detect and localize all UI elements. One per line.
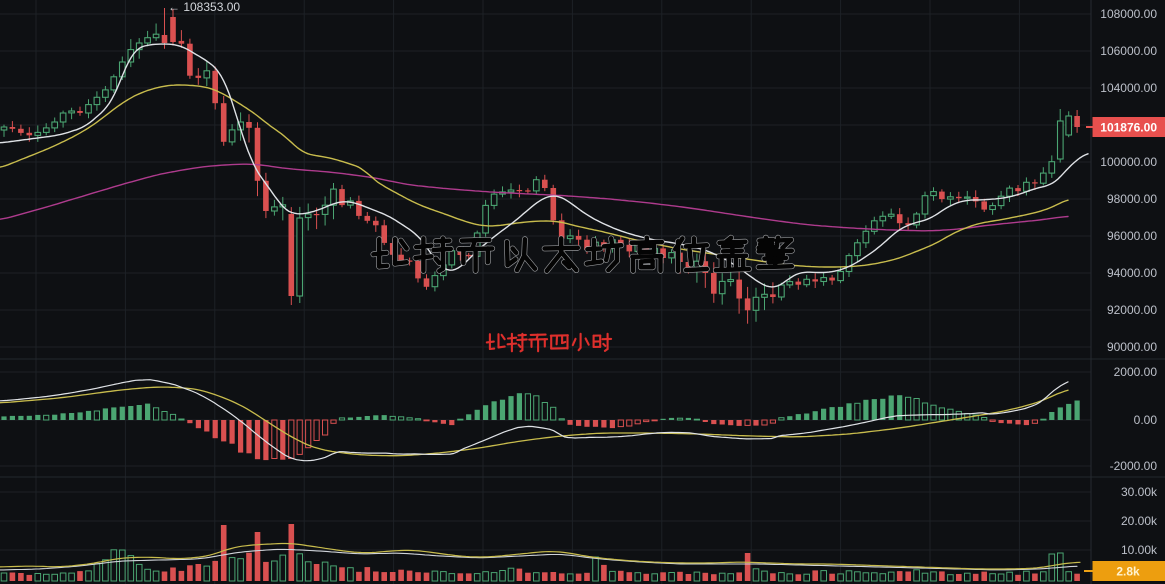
svg-text:104000.00: 104000.00 [1100, 81, 1157, 95]
svg-text:-2000.00: -2000.00 [1110, 459, 1158, 473]
svg-text:92000.00: 92000.00 [1107, 303, 1157, 317]
svg-text:2000.00: 2000.00 [1114, 365, 1158, 379]
svg-text:10.00k: 10.00k [1121, 543, 1158, 557]
svg-text:0.00: 0.00 [1134, 413, 1158, 427]
svg-text:108000.00: 108000.00 [1100, 7, 1157, 21]
svg-text:96000.00: 96000.00 [1107, 229, 1157, 243]
svg-text:90000.00: 90000.00 [1107, 340, 1157, 354]
svg-text:98000.00: 98000.00 [1107, 192, 1157, 206]
svg-text:20.00k: 20.00k [1121, 514, 1158, 528]
svg-text:30.00k: 30.00k [1121, 485, 1158, 499]
svg-text:2.8k: 2.8k [1116, 565, 1140, 579]
svg-text:106000.00: 106000.00 [1100, 44, 1157, 58]
svg-text:94000.00: 94000.00 [1107, 266, 1157, 280]
svg-text:101876.00: 101876.00 [1100, 121, 1157, 135]
svg-text:100000.00: 100000.00 [1100, 155, 1157, 169]
svg-text:← 108353.00: ← 108353.00 [168, 0, 240, 14]
